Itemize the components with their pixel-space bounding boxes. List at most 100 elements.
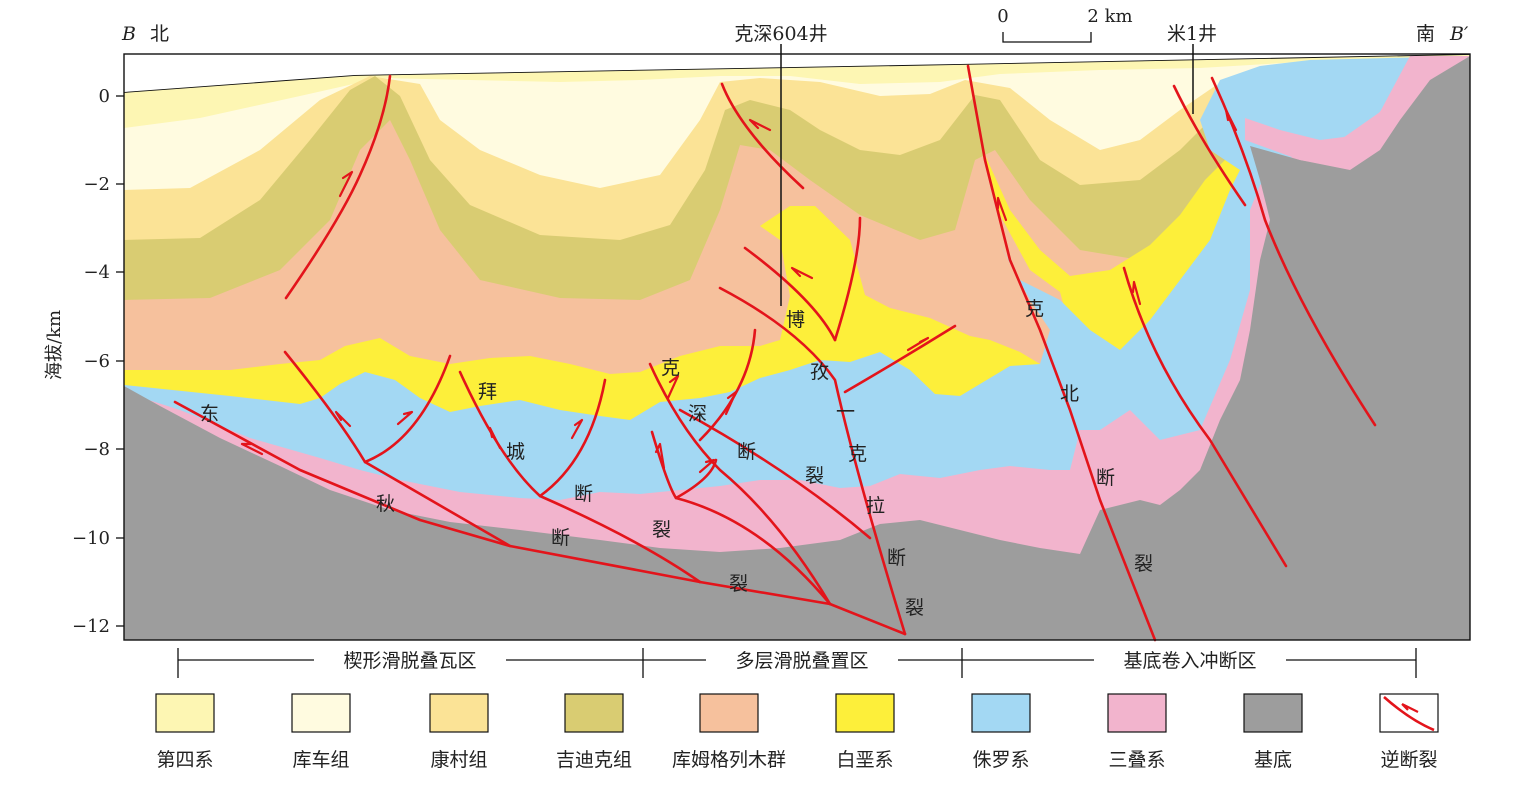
legend-swatch: [155, 693, 215, 733]
zone-label-wedge: 楔形滑脱叠瓦区: [343, 650, 476, 672]
y-axis: [116, 95, 124, 627]
fault-label-char: 秋: [376, 493, 395, 515]
section-layers: [124, 54, 1470, 640]
section-frame: [123, 53, 1471, 641]
layer-triassic: [124, 56, 1470, 640]
fault-keshen-branch-2: [674, 458, 718, 500]
legend-label: 侏罗系: [972, 749, 1029, 771]
arrow-mark: [334, 410, 352, 428]
arrow-mark: [748, 118, 772, 132]
arrow-mark: [724, 390, 738, 416]
fault-bozi-kela-branch-2: [833, 216, 862, 342]
arrow-mark: [570, 418, 584, 440]
fault-label-char: 北: [1060, 383, 1079, 405]
arrow-mark: [996, 196, 1008, 222]
fault-south-3: [1210, 76, 1377, 427]
legend-label: 三叠系: [1108, 749, 1165, 771]
legend-swatch: [699, 693, 759, 733]
legend-swatch: [291, 693, 351, 733]
y-tick-label: 0: [99, 86, 110, 107]
fault-keshen-upper: [720, 82, 805, 190]
well-label-mi1: 米1井: [1167, 23, 1217, 45]
fault-label-char: 断: [737, 441, 756, 463]
scale-bar: [1002, 32, 1092, 43]
legend-swatch: [429, 693, 489, 733]
arrow-mark: [698, 458, 716, 474]
legend-label: 第四系: [156, 749, 213, 771]
fault-keshen: [648, 362, 832, 606]
fault-label-char: 断: [574, 483, 593, 505]
direction-south: 南: [1416, 23, 1435, 45]
fault-label-char: 城: [506, 441, 525, 463]
fault-label-char: 拜: [478, 381, 497, 403]
arrow-mark: [790, 266, 814, 280]
fault-dongqiu-branch-1: [283, 350, 512, 548]
wells: [780, 44, 1194, 306]
fault-label-char: 东: [200, 403, 219, 425]
arrow-mark: [338, 170, 354, 198]
legend-swatch: [835, 693, 895, 733]
direction-north: 北: [150, 23, 169, 45]
fault-label-char: 裂: [1134, 553, 1153, 575]
fault-south-2: [1172, 84, 1247, 207]
scale-zero: 0: [997, 6, 1008, 27]
fault-label-char: 断: [551, 527, 570, 549]
layer-basement: [124, 56, 1470, 640]
y-tick-label: −6: [83, 351, 110, 372]
fault-label-char: 断: [887, 547, 906, 569]
y-tick-label: −8: [83, 439, 110, 460]
fault-label-char: 深: [688, 403, 707, 425]
fault-label-char: 博: [786, 309, 805, 331]
fault-bozi-kela-branch-1: [743, 246, 837, 342]
fault-label-char: 拉: [866, 495, 885, 517]
fault-label-char: 裂: [805, 465, 824, 487]
legend-swatch: [1107, 693, 1167, 733]
fault-label-char: 克: [661, 357, 680, 379]
fault-south-1: [1122, 266, 1288, 568]
zone-label-multilayer: 多层滑脱叠置区: [735, 650, 868, 672]
fault-baicheng-branch: [538, 378, 607, 498]
y-axis-title: 海拔/km: [44, 310, 65, 380]
legend: [155, 693, 1439, 733]
arrow-mark: [240, 442, 264, 456]
arrow-mark: [1224, 108, 1238, 132]
y-tick-label: −10: [72, 528, 110, 549]
fault-label-char: 克: [848, 443, 867, 465]
legend-label: 吉迪克组: [556, 749, 632, 771]
fault-bozi-kela-branch-3: [843, 324, 957, 394]
zone-bar: [177, 648, 1417, 678]
fault-north-anticline: [284, 74, 392, 300]
legend-label: 基底: [1254, 749, 1292, 771]
section-end-right: B′: [1449, 23, 1469, 45]
legend-label: 库车组: [292, 749, 349, 771]
legend-label: 白垩系: [836, 749, 893, 771]
fault-label-char: 克: [1025, 298, 1044, 320]
section-end-left: B: [121, 23, 136, 45]
legend-label: 康村组: [430, 749, 487, 771]
legend-label: 逆断裂: [1380, 749, 1437, 771]
fault-keshen-branch-4: [678, 408, 872, 540]
fault-label-char: 孜: [810, 361, 829, 383]
arrow-mark: [654, 442, 666, 470]
legend-label: 库姆格列木群: [672, 749, 786, 771]
y-tick-label: −2: [83, 174, 110, 195]
fault-label-char: 裂: [652, 519, 671, 541]
fault-arrows: [240, 108, 1238, 474]
well-label-keshen604: 克深604井: [734, 23, 827, 45]
arrow-mark: [1131, 280, 1142, 306]
scale-end: 2 km: [1087, 6, 1132, 27]
zone-label-basement: 基底卷入冲断区: [1123, 650, 1256, 672]
arrow-mark: [396, 410, 414, 426]
y-tick-label: −4: [83, 262, 110, 283]
fault-label-char: 一: [836, 401, 855, 423]
arrow-mark: [488, 426, 502, 450]
arrow-mark: [906, 336, 930, 352]
fault-keshen-branch-3: [698, 328, 757, 442]
fault-kebei: [966, 64, 1157, 642]
legend-fault-arrow-icon: [1401, 703, 1419, 713]
fault-bozi-kela: [718, 286, 907, 636]
legend-swatch: [1243, 693, 1303, 733]
legend-swatch: [971, 693, 1031, 733]
fault-dongqiu-branch-2: [363, 354, 452, 464]
